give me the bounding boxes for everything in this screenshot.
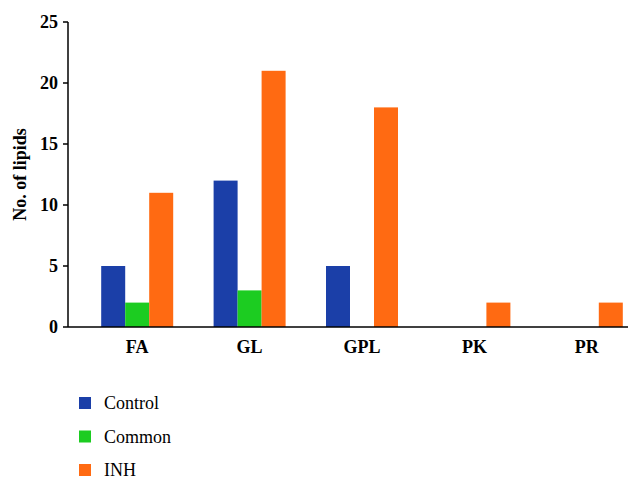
x-tick-label: GL [237, 337, 263, 357]
chart-container: 0 5 10 15 20 25 FA GL GPL PK PR No. of lipids Contro… [0, 0, 643, 479]
x-tick-label: PK [462, 337, 487, 357]
x-tick-label: GPL [343, 337, 380, 357]
bar [214, 181, 238, 327]
y-tick-label: 10 [40, 195, 58, 215]
y-tick-label: 5 [49, 256, 58, 276]
legend-swatch [79, 397, 91, 409]
x-tick-label: PR [575, 337, 600, 357]
bar [125, 303, 149, 327]
bar [262, 71, 286, 327]
chart-svg: 0 5 10 15 20 25 FA GL GPL PK PR No. of lipids Contro… [0, 0, 643, 479]
y-tick [63, 265, 68, 267]
y-tick-label: 25 [40, 12, 58, 32]
y-tick [63, 204, 68, 206]
legend: Control Common INH [79, 393, 171, 479]
y-tick-label: 0 [49, 317, 58, 337]
y-tick [63, 143, 68, 145]
legend-label: INH [104, 460, 136, 479]
y-tick-label: 15 [40, 134, 58, 154]
bar [486, 303, 510, 327]
y-tick [63, 326, 68, 328]
bar [374, 107, 398, 327]
legend-swatch [79, 431, 91, 443]
x-tick-label: FA [126, 337, 149, 357]
bar [238, 290, 262, 327]
bar [326, 266, 350, 327]
y-tick-label: 20 [40, 73, 58, 93]
bar [149, 193, 173, 327]
legend-label: Control [104, 393, 159, 413]
bar [599, 303, 623, 327]
y-axis [67, 22, 69, 327]
y-tick [63, 21, 68, 23]
legend-label: Common [104, 427, 171, 447]
bar [101, 266, 125, 327]
y-tick [63, 82, 68, 84]
x-axis [68, 326, 628, 328]
y-axis-label: No. of lipids [10, 128, 30, 221]
legend-swatch [79, 464, 91, 476]
bars [101, 71, 623, 327]
